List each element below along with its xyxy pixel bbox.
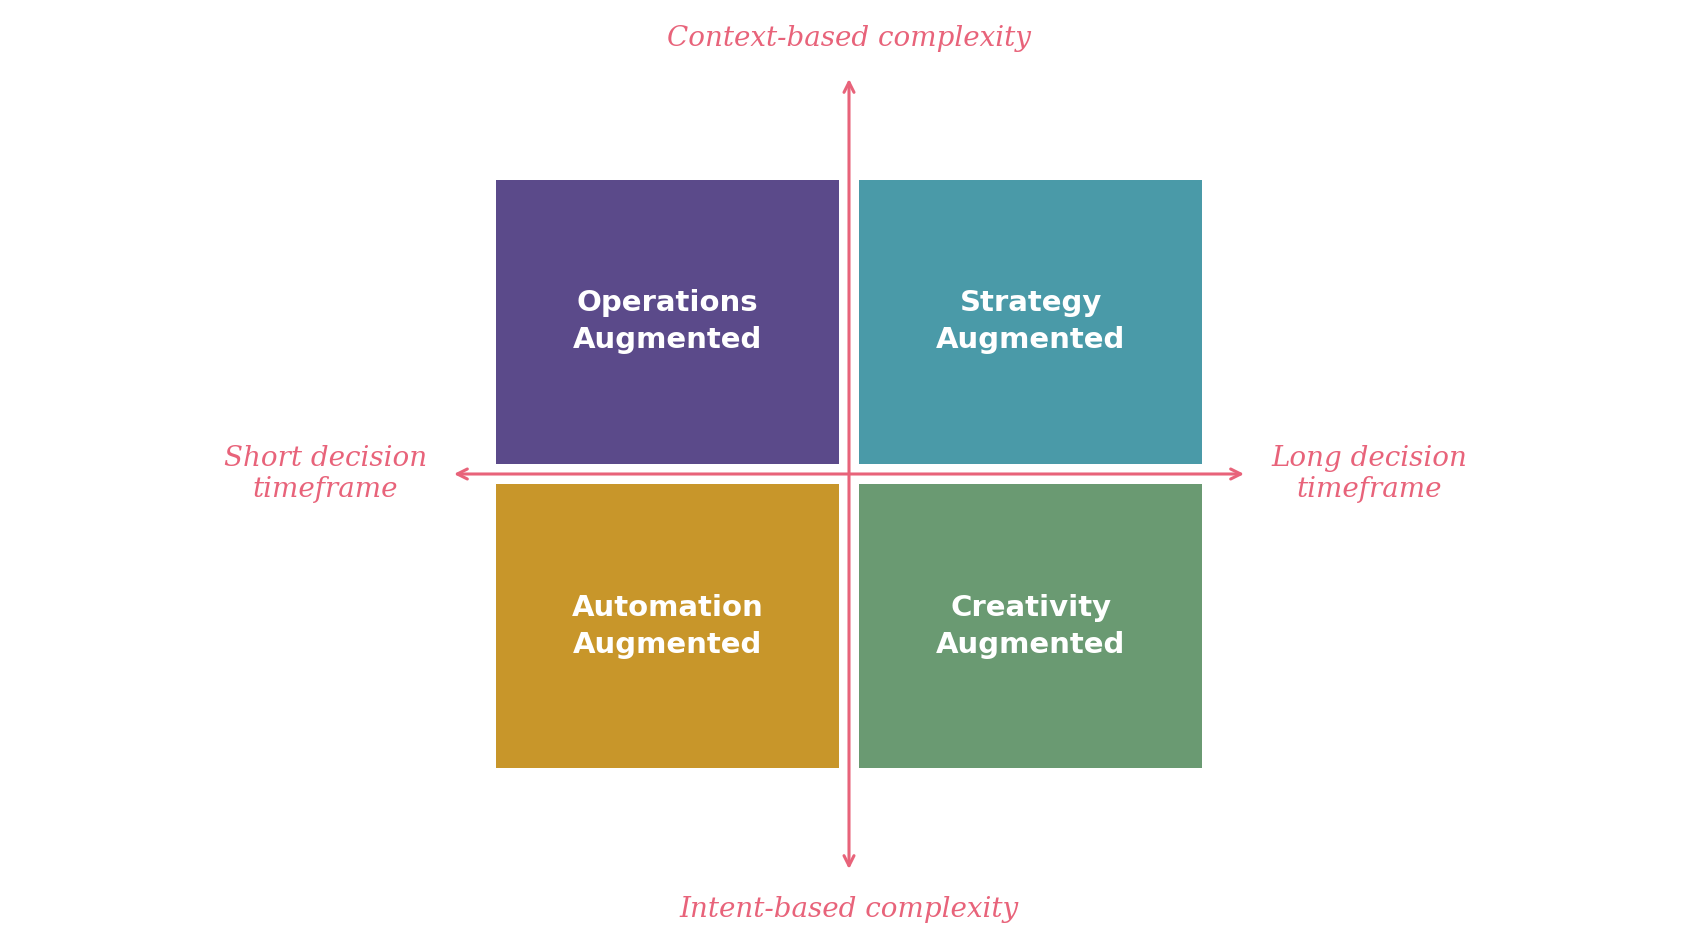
- Text: Context-based complexity: Context-based complexity: [667, 25, 1031, 52]
- Bar: [859, 484, 1202, 768]
- Text: Creativity
Augmented: Creativity Augmented: [936, 593, 1126, 659]
- Text: Strategy
Augmented: Strategy Augmented: [936, 289, 1126, 355]
- Text: Automation
Augmented: Automation Augmented: [572, 593, 762, 659]
- Text: Intent-based complexity: Intent-based complexity: [679, 896, 1019, 923]
- Text: Operations
Augmented: Operations Augmented: [572, 289, 762, 355]
- Bar: [859, 180, 1202, 464]
- Text: Long decision
timeframe: Long decision timeframe: [1272, 445, 1467, 503]
- Text: Short decision
timeframe: Short decision timeframe: [224, 445, 426, 503]
- Bar: [496, 484, 839, 768]
- Bar: [496, 180, 839, 464]
